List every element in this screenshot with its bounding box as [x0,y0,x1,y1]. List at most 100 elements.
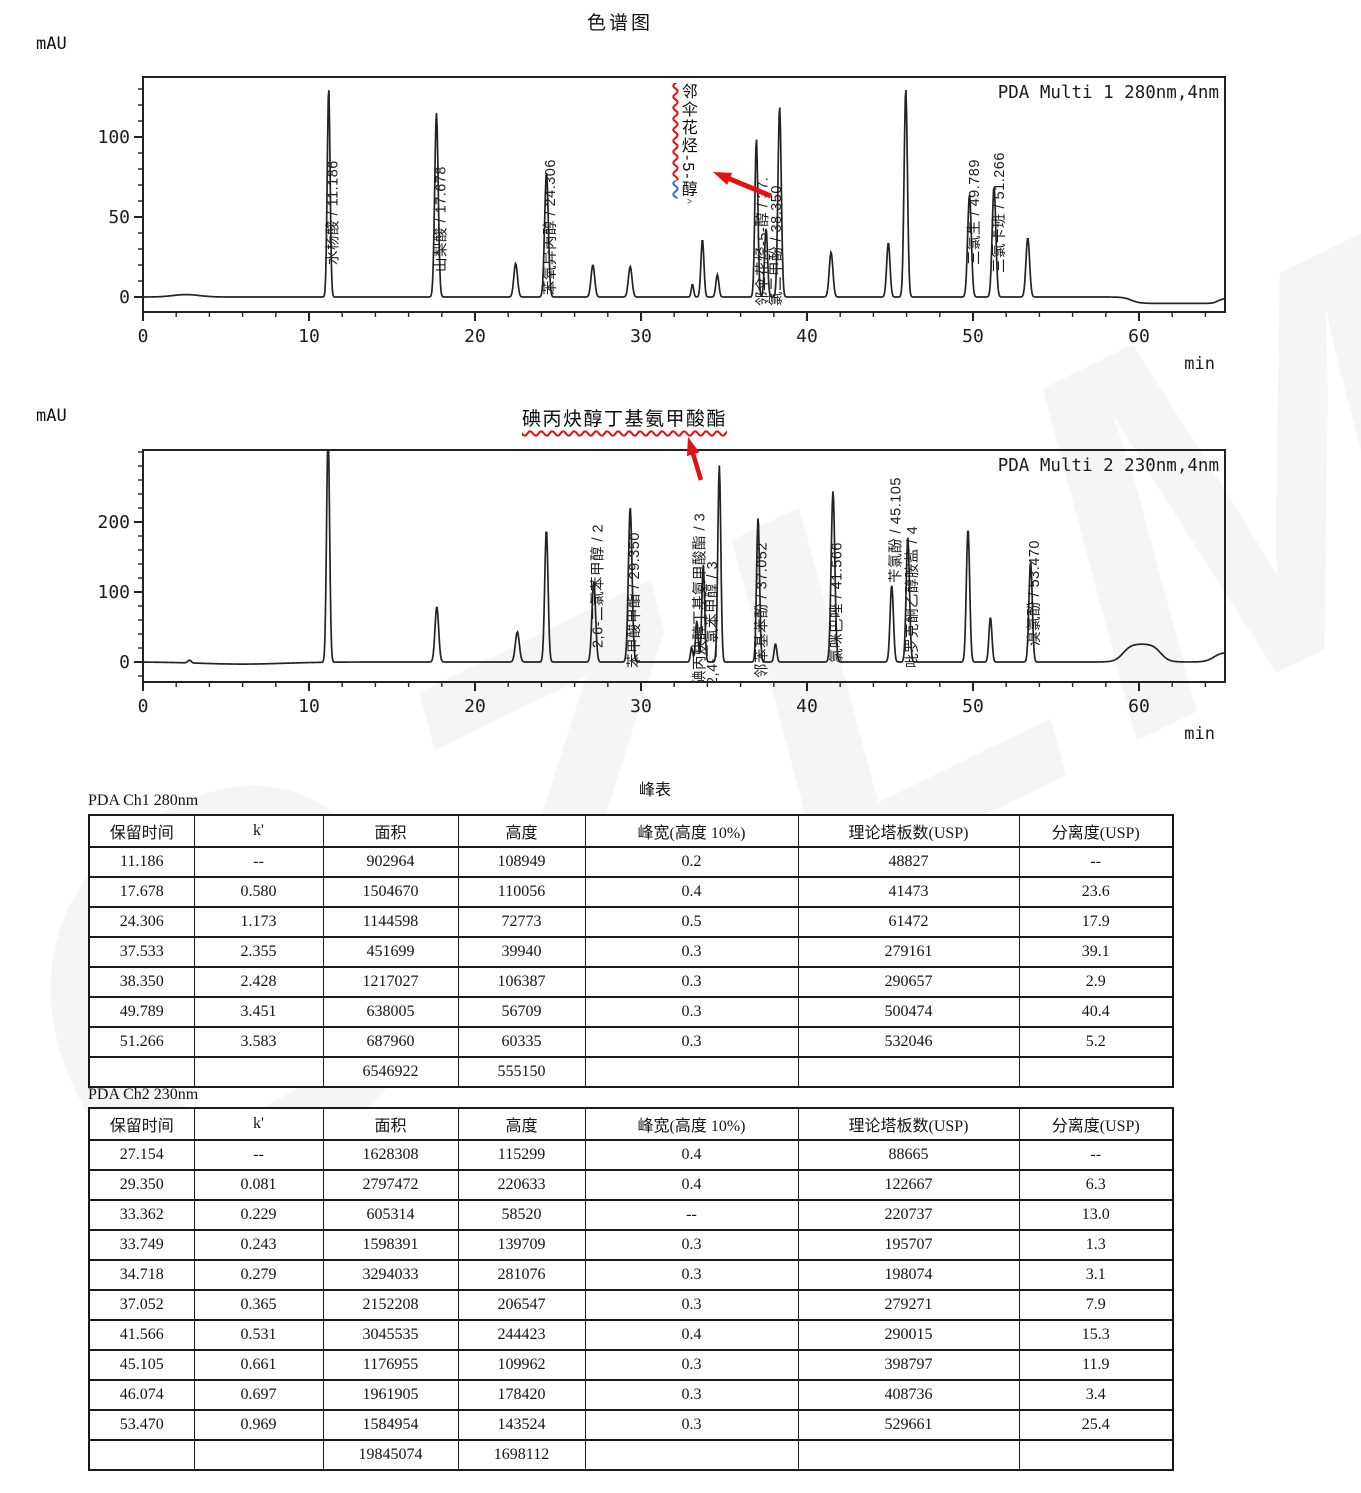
table-cell: 139709 [457,1229,586,1261]
table-cell: 178420 [457,1379,586,1411]
x-axis-tick-label: 20 [464,326,486,347]
table-cell: 38.350 [88,966,195,998]
table-cell: 0.531 [193,1319,324,1351]
annotation-ocymen5ol: 邻伞花烃-5-醇^ [678,83,696,204]
table-cell: 244423 [457,1319,586,1351]
table-cell: 61472 [797,906,1020,938]
y-axis-tick-label: 0 [119,287,130,308]
table-row: 38.350 2.428 1217027 106387 0.3 290657 2.9 [88,966,1174,998]
table-cell: 0.3 [584,966,799,998]
table-cell: 0.3 [584,1409,799,1441]
table-cell: 195707 [797,1229,1020,1261]
table-cell: 0.2 [584,846,799,878]
table-cell: 529661 [797,1409,1020,1441]
table-cell: 理论塔板数(USP) [797,1107,1020,1141]
y-axis-tick-label: 200 [97,512,130,533]
table-cell: 0.4 [584,1319,799,1351]
table-cell [193,1439,324,1471]
table-cell: 0.081 [193,1169,324,1201]
table-cell: 88665 [797,1139,1020,1171]
table-cell: 面积 [322,814,459,848]
table-row: 41.566 0.531 3045535 244423 0.4 290015 15.3 [88,1319,1174,1351]
table-cell: 3.451 [193,996,324,1028]
peak-label: 三氯生 / 49.789 [966,159,983,265]
x-axis-tick-label: 0 [138,696,149,717]
peak-table-section-title: 峰表 [638,782,671,799]
table-cell: 39.1 [1018,936,1174,968]
peak-label: 水杨酸 / 11.186 [325,160,342,265]
table-cell: 6546922 [322,1056,459,1088]
table-cell: 1176955 [322,1349,459,1381]
table-cell: 279271 [797,1289,1020,1321]
table-cell: 2.9 [1018,966,1174,998]
table-row: 45.105 0.661 1176955 109962 0.3 398797 11.9 [88,1349,1174,1381]
table-cell: 0.5 [584,906,799,938]
table-cell: 保留时间 [88,1107,195,1141]
x-axis-tick-label: 30 [630,696,652,717]
table-cell: 0.3 [584,1026,799,1058]
y-axis-tick-label: 100 [97,582,130,603]
peak-label: 邻苯基苯酚 / 37.052 [754,542,771,678]
x-axis-tick-label: 40 [796,696,818,717]
table-cell: 0.697 [193,1379,324,1411]
table-cell: 峰宽(高度 10%) [584,1107,799,1141]
table-cell: 206547 [457,1289,586,1321]
table-cell: 638005 [322,996,459,1028]
plot-frame [142,449,1226,683]
table-cell: 72773 [457,906,586,938]
x-axis-unit-label: min [1184,724,1215,744]
table-cell: 1.3 [1018,1229,1174,1261]
table-cell: 19845074 [322,1439,459,1471]
table-cell: 532046 [797,1026,1020,1058]
peak-label: 吡罗克酮乙醇胺盐 / 4 [904,526,921,668]
annotation-ipbc: 碘丙炔醇丁基氨甲酸酯 [522,409,728,430]
table-cell: 122667 [797,1169,1020,1201]
chromatogram-trace [144,451,1224,665]
table-cell: 1144598 [322,906,459,938]
table-total-row: 6546922 555150 [88,1056,1174,1088]
table-cell: 3294033 [322,1259,459,1291]
x-axis-tick-label: 10 [298,696,320,717]
table-cell: 49.789 [88,996,195,1028]
chromatogram-230nm: 0 10 20 30 40 50 60 min 0 100 200 PDA Multi 2 230nm… [95,410,1255,757]
table-cell: 109962 [457,1349,586,1381]
table-cell: 451699 [322,936,459,968]
table-cell: 106387 [457,966,586,998]
table-row: 51.266 3.583 687960 60335 0.3 532046 5.2 [88,1026,1174,1058]
peak-label: 苯甲酸甲酯 / 29.350 [626,532,643,668]
table-cell: 5.2 [1018,1026,1174,1058]
table-cell: 902964 [322,846,459,878]
table-cell: 3.583 [193,1026,324,1058]
table-cell: 56709 [457,996,586,1028]
table-cell: 41.566 [88,1319,195,1351]
table-cell: 2797472 [322,1169,459,1201]
plot-frame [142,76,1226,313]
table-cell: 605314 [322,1199,459,1231]
table-cell: 40.4 [1018,996,1174,1028]
table-cell: 279161 [797,936,1020,968]
table-cell: 33.362 [88,1199,195,1231]
table-cell: 0.661 [193,1349,324,1381]
table-cell: 1.173 [193,906,324,938]
table-row: 37.533 2.355 451699 39940 0.3 279161 39.1 [88,936,1174,968]
table-row: 49.789 3.451 638005 56709 0.3 500474 40.4 [88,996,1174,1028]
table-cell: 0.969 [193,1409,324,1441]
table-cell: 24.306 [88,906,195,938]
peak-label: 苄氯酚 / 45.105 [887,477,904,583]
table-cell: 37.052 [88,1289,195,1321]
table-cell: 0.3 [584,936,799,968]
table-cell: 2.428 [193,966,324,998]
chromatogram-trace [144,89,1224,305]
table-cell: 0.580 [193,876,324,908]
table-cell: 15.3 [1018,1319,1174,1351]
table-cell: 理论塔板数(USP) [797,814,1020,848]
table-cell: 48827 [797,846,1020,878]
table-cell: 108949 [457,846,586,878]
table-cell: 1628308 [322,1139,459,1171]
table-heading: PDA Ch2 230nm [88,1086,199,1103]
table-cell: k' [193,814,324,848]
table-cell: 408736 [797,1379,1020,1411]
annotation-caret: ^ [680,198,693,204]
x-axis-tick-label: 60 [1128,696,1150,717]
